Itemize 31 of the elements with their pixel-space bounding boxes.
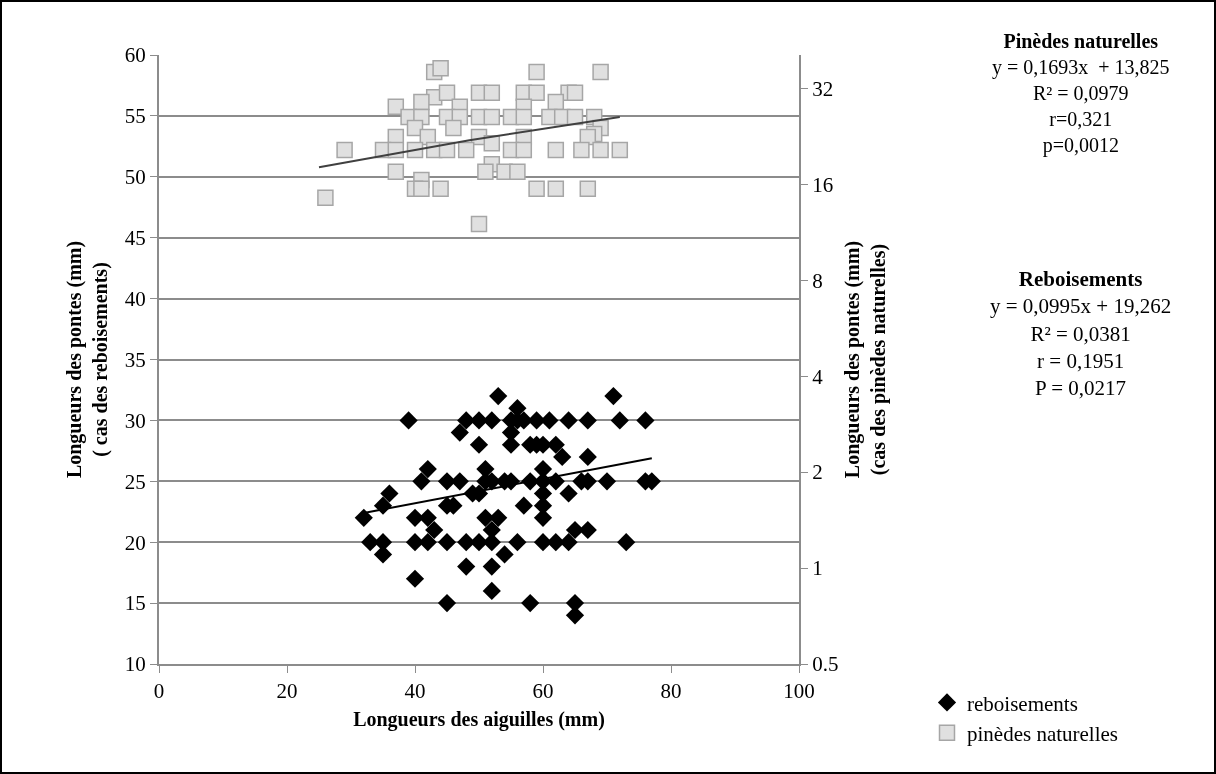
y2-tick-label: 0.5 (812, 652, 839, 677)
y-tick-label: 40 (124, 286, 146, 311)
text: Pinèdes naturelles y = 0,1693x + 13,825 R² = 0,0979 r=0,321 p=0,0012 (992, 30, 1170, 157)
y-tick-label: 25 (124, 469, 146, 494)
y2-tick-label: 16 (812, 172, 834, 197)
x-tick-label: 100 (783, 679, 815, 704)
y2-tick-label: 32 (812, 76, 834, 101)
y-tick-label: 10 (124, 652, 146, 677)
y2-tick-label: 1 (812, 556, 823, 581)
x-tick-label: 60 (532, 679, 554, 704)
y-tick-label: 15 (124, 591, 146, 616)
y-tick-label: 35 (124, 347, 146, 372)
y2-tick-label: 4 (812, 364, 824, 389)
x-tick-label: 0 (153, 679, 165, 704)
y-tick-label: 60 (124, 43, 146, 68)
y-tick-label: 50 (124, 165, 146, 190)
y2-axis-title: Longueurs des pontes (mm) (cas des pinèdes naturelles) (841, 240, 891, 479)
y-tick-label: 30 (124, 408, 146, 433)
x-axis-title: Longueurs des aiguilles (mm) (353, 708, 605, 732)
y-tick-label: 45 (124, 226, 146, 251)
y-tick-label: 55 (124, 104, 146, 129)
x-tick-label: 20 (276, 679, 298, 704)
x-tick-label: 40 (404, 679, 426, 704)
x-tick-label: 80 (660, 679, 682, 704)
text: Reboisements y = 0,0995x + 19,262 R² = 0,0381 r = 0,1951 P = 0,0217 (990, 267, 1172, 401)
y-axis-title: Longueurs des pontes (mm) ( cas des reboisements) (62, 240, 112, 479)
legend-label: pinèdes naturelles (967, 721, 1119, 746)
y2-tick-label: 8 (812, 268, 823, 293)
y-tick-label: 20 (124, 530, 146, 555)
y2-tick-label: 2 (812, 460, 823, 485)
legend-label: reboisements (967, 691, 1078, 716)
